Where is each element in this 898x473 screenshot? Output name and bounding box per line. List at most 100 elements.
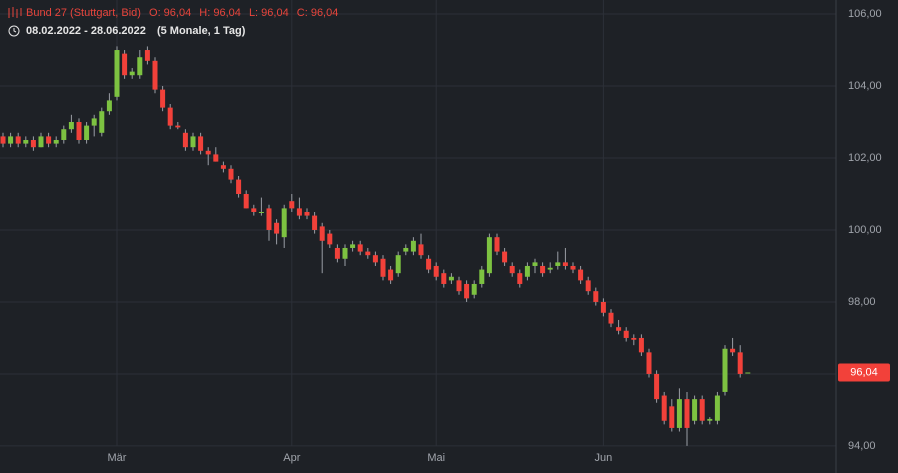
candle-body [418, 244, 424, 256]
candle-body [220, 165, 226, 169]
candle-body [426, 258, 432, 270]
quote: C: 96,04 [297, 7, 339, 19]
candle-body [699, 399, 705, 421]
candle-body [410, 240, 416, 252]
candle-body [236, 179, 242, 194]
candle-body [600, 301, 606, 313]
candle-body [517, 273, 523, 284]
candle-body [433, 265, 439, 277]
candle-body [388, 269, 394, 281]
y-tick-label: 98,00 [848, 296, 876, 308]
candle-body [213, 154, 219, 162]
candle-body [68, 122, 74, 130]
candle-body [509, 265, 515, 274]
candle-body [714, 395, 720, 421]
candle-body [334, 247, 340, 259]
candle-body [152, 60, 158, 90]
y-tick-label: 104,00 [848, 80, 882, 92]
candle-body [464, 283, 470, 299]
candle-body [638, 337, 644, 353]
candle-body [175, 125, 181, 128]
y-tick-label: 102,00 [848, 152, 882, 164]
candle-body [167, 107, 173, 126]
candle-body [258, 211, 264, 213]
candle-body [372, 255, 378, 263]
candle-body [91, 118, 97, 126]
quote: O: 96,04 [149, 7, 191, 19]
candle-body [99, 111, 105, 133]
candle-body [654, 373, 660, 400]
candle-body [61, 129, 67, 141]
y-tick-label: 106,00 [848, 8, 882, 20]
candle-body [342, 247, 348, 259]
last-price-label: 96,04 [850, 366, 878, 378]
candle-body [524, 265, 530, 277]
candle-body [441, 273, 447, 284]
candle-body [144, 50, 150, 61]
candle-body [296, 208, 302, 216]
candle-body [46, 136, 52, 144]
candle-body [160, 89, 166, 108]
candle-body [281, 208, 287, 238]
candle-body [106, 100, 112, 112]
candle-body [190, 136, 196, 148]
candle-body [547, 267, 553, 270]
x-tick-label: Mai [427, 452, 445, 464]
y-tick-label: 94,00 [848, 440, 876, 452]
candle-body [616, 327, 622, 331]
candle-body [593, 291, 599, 302]
candle-body [555, 262, 561, 266]
candle-body [182, 132, 188, 148]
candle-body [319, 226, 325, 241]
candle-body [722, 348, 728, 392]
candle-body [684, 399, 690, 428]
candle-body [585, 280, 591, 292]
candle-body [502, 251, 508, 263]
candle-body [692, 399, 698, 421]
period: (5 Monale, 1 Tag) [157, 25, 246, 37]
last-price-tag [838, 363, 890, 382]
range: 08.02.2022 - 28.06.2022 [26, 25, 146, 37]
candle-body [631, 337, 637, 340]
candle-body [707, 418, 713, 421]
candle-body [661, 395, 667, 421]
quote: L: 96,04 [249, 7, 289, 19]
candle-body [570, 265, 576, 270]
candle-body [608, 312, 614, 324]
candle-body [0, 136, 6, 144]
candle-body [274, 222, 280, 234]
x-tick-label: Jun [595, 452, 613, 464]
candle-body [84, 125, 90, 141]
date-range: 08.02.2022 - 28.06.2022 (5 Monale, 1 Tag… [26, 25, 246, 37]
candle-body [289, 201, 295, 209]
candle-body [623, 330, 629, 338]
candle-body [540, 265, 546, 274]
clock-icon [8, 25, 20, 37]
candle-body [198, 136, 204, 151]
candle-body [486, 237, 492, 274]
candle-body [266, 208, 272, 230]
x-tick-label: Mär [108, 452, 127, 464]
candle-body [745, 372, 751, 374]
instrument: Bund 27 (Stuttgart, Bid) [26, 7, 141, 19]
candle-body [395, 255, 401, 274]
candle-body [251, 208, 257, 212]
candle-body [304, 211, 310, 216]
candle-body [479, 269, 485, 284]
candle-body [122, 53, 128, 76]
candle-body [380, 258, 386, 277]
candle-body [350, 244, 356, 248]
candle-body [8, 136, 14, 144]
candle-body [23, 140, 29, 144]
y-tick-label: 100,00 [848, 224, 882, 236]
candle-body [456, 280, 462, 292]
candle-body [403, 247, 409, 252]
chart-icon [8, 7, 22, 18]
candle-body [676, 399, 682, 428]
candle-body [30, 140, 36, 148]
candle-body [312, 215, 318, 230]
candle-body [562, 262, 568, 266]
grid [0, 0, 836, 447]
